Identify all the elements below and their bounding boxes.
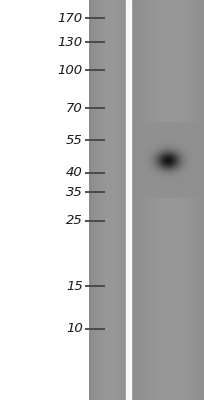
Text: 25: 25 (66, 214, 83, 227)
Text: 55: 55 (66, 134, 83, 146)
Text: 130: 130 (58, 36, 83, 48)
Text: 100: 100 (58, 64, 83, 76)
Text: 40: 40 (66, 166, 83, 179)
Text: 10: 10 (66, 322, 83, 335)
Bar (126, 0, 131, 400)
Text: 15: 15 (66, 280, 83, 292)
Text: 70: 70 (66, 102, 83, 114)
Text: 35: 35 (66, 186, 83, 198)
Text: 170: 170 (58, 12, 83, 24)
